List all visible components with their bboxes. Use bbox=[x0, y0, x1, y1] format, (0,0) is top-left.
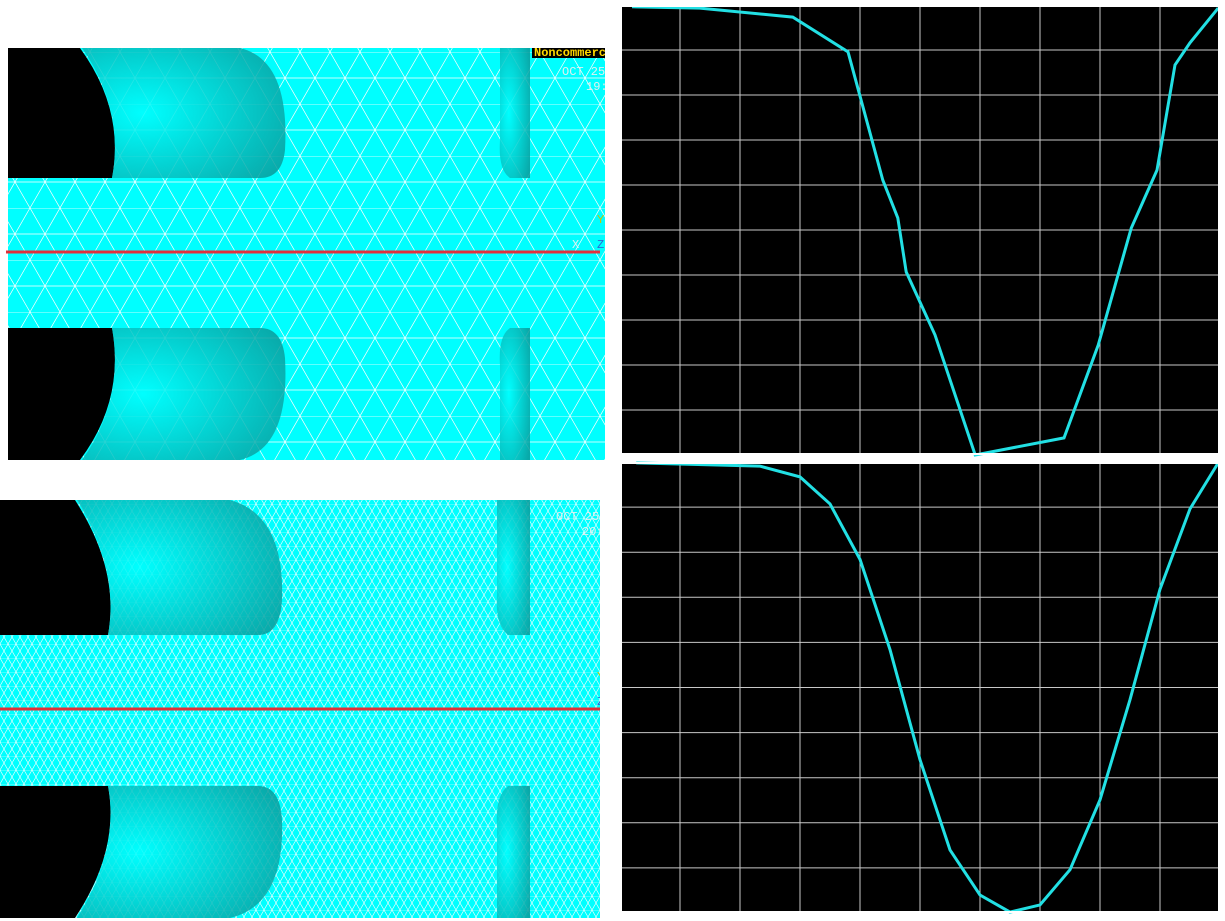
page: Noncommerc OCT 25 19: Y X Z OCT 25 20: Y… bbox=[0, 0, 1225, 921]
figure: Noncommerc OCT 25 19: Y X Z OCT 25 20: Y… bbox=[0, 0, 1225, 921]
axis-label: Z bbox=[597, 238, 604, 252]
axis-label: Y bbox=[597, 213, 604, 227]
mesh-panel: Noncommerc OCT 25 19: Y X Z bbox=[0, 46, 612, 460]
fillet bbox=[497, 500, 530, 635]
date: OCT 25 bbox=[556, 510, 599, 524]
mesh-panel: OCT 25 20: Y Z bbox=[0, 500, 604, 918]
fillet bbox=[500, 328, 530, 460]
fillet bbox=[500, 48, 530, 178]
time: 20: bbox=[582, 525, 604, 539]
fillet bbox=[497, 786, 530, 918]
chart bbox=[620, 5, 1220, 455]
charts bbox=[620, 5, 1220, 913]
edge bbox=[0, 48, 8, 460]
chart bbox=[620, 462, 1220, 913]
axis-label: Y bbox=[597, 670, 604, 684]
axis-label: Z bbox=[597, 695, 604, 709]
banner: Noncommerc bbox=[534, 46, 606, 60]
time: 19: bbox=[586, 80, 608, 94]
date: OCT 25 bbox=[562, 65, 605, 79]
axis-label: X bbox=[572, 238, 579, 252]
